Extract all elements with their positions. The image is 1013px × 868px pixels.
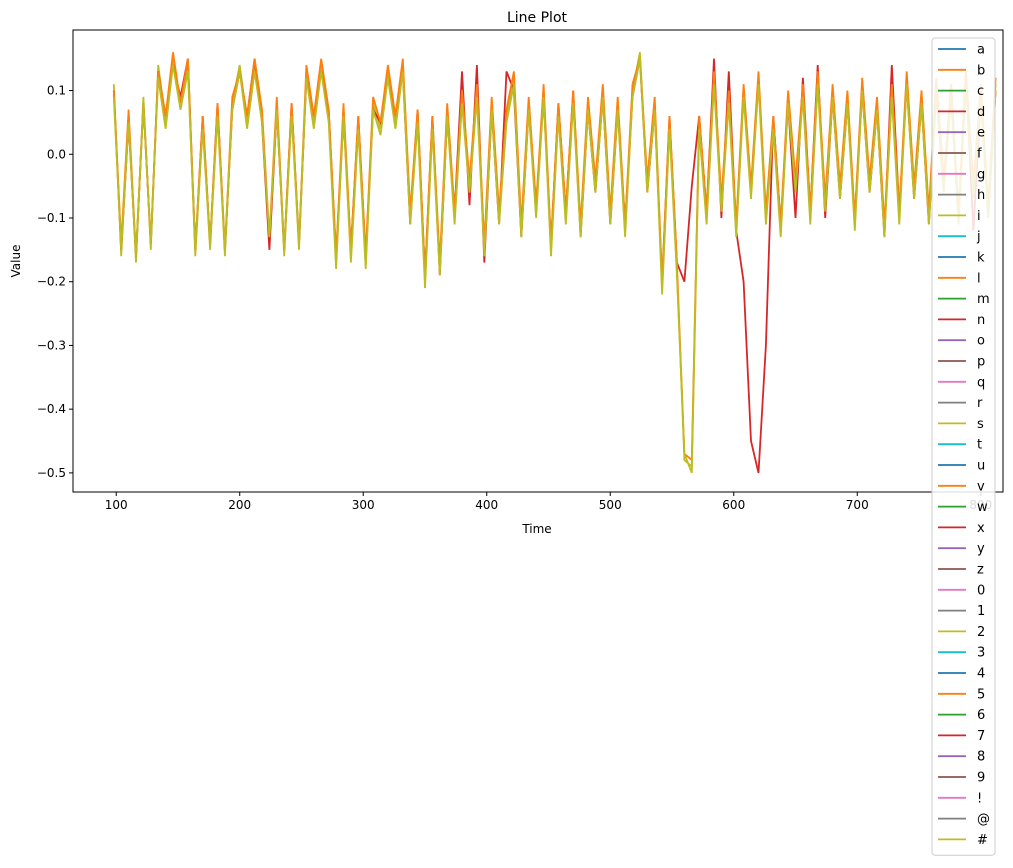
x-tick-label: 500 xyxy=(599,498,622,512)
legend-label: 5 xyxy=(977,687,985,702)
legend-label: z xyxy=(977,563,984,578)
legend-label: l xyxy=(977,271,981,286)
legend-label: 8 xyxy=(977,750,985,765)
y-axis-label: Value xyxy=(9,245,23,278)
legend-label: 0 xyxy=(977,583,985,598)
plot-area xyxy=(112,52,997,474)
x-tick-label: 100 xyxy=(105,498,128,512)
legend-label: y xyxy=(977,542,985,557)
legend-label: v xyxy=(977,479,985,494)
x-tick-label: 700 xyxy=(846,498,869,512)
y-tick-label: −0.3 xyxy=(37,338,66,352)
legend-label: a xyxy=(977,43,985,58)
x-tick-label: 300 xyxy=(352,498,375,512)
axes: 1002003004005006007008000.10.0−0.1−0.2−0… xyxy=(37,84,992,512)
legend-label: 3 xyxy=(977,646,985,661)
legend-label: c xyxy=(977,84,984,99)
y-tick-label: −0.4 xyxy=(37,402,66,416)
legend-label: k xyxy=(977,251,985,266)
legend-label: 2 xyxy=(977,625,985,640)
legend-label: j xyxy=(976,230,981,245)
legend-label: 6 xyxy=(977,708,985,723)
legend-label: 4 xyxy=(977,667,985,682)
legend-label: t xyxy=(977,438,982,453)
legend-label: u xyxy=(977,459,985,474)
legend-label: ! xyxy=(977,791,982,806)
y-tick-label: −0.1 xyxy=(37,211,66,225)
series-line-3 xyxy=(112,58,997,474)
legend-label: 1 xyxy=(977,604,985,619)
legend-label: n xyxy=(977,313,985,328)
legend-label: e xyxy=(977,126,985,141)
legend-label: b xyxy=(977,63,985,78)
y-tick-label: −0.2 xyxy=(37,275,66,289)
legend-label: m xyxy=(977,292,990,307)
legend-label: o xyxy=(977,334,985,349)
legend-label: g xyxy=(977,167,985,182)
x-axis-label: Time xyxy=(521,522,551,536)
legend-label: p xyxy=(977,355,985,370)
x-tick-label: 600 xyxy=(722,498,745,512)
legend-label: @ xyxy=(977,812,990,827)
y-tick-label: 0.1 xyxy=(47,84,66,98)
chart-title: Line Plot xyxy=(507,10,568,26)
legend-label: s xyxy=(977,417,984,432)
x-tick-label: 400 xyxy=(475,498,498,512)
legend-label: f xyxy=(977,147,982,162)
legend-label: x xyxy=(977,521,985,536)
legend-label: i xyxy=(977,209,981,224)
legend-box xyxy=(931,37,996,856)
legend-label: h xyxy=(977,188,985,203)
x-tick-label: 200 xyxy=(228,498,251,512)
legend-label: r xyxy=(977,396,983,411)
y-tick-label: −0.5 xyxy=(37,466,66,480)
legend-label: 9 xyxy=(977,771,985,786)
legend-label: q xyxy=(977,375,985,390)
legend-label: # xyxy=(977,833,988,848)
y-tick-label: 0.0 xyxy=(47,147,66,161)
plot-frame xyxy=(72,29,1004,493)
legend-label: w xyxy=(977,500,988,515)
legend-label: d xyxy=(977,105,985,120)
legend-label: 7 xyxy=(977,729,985,744)
